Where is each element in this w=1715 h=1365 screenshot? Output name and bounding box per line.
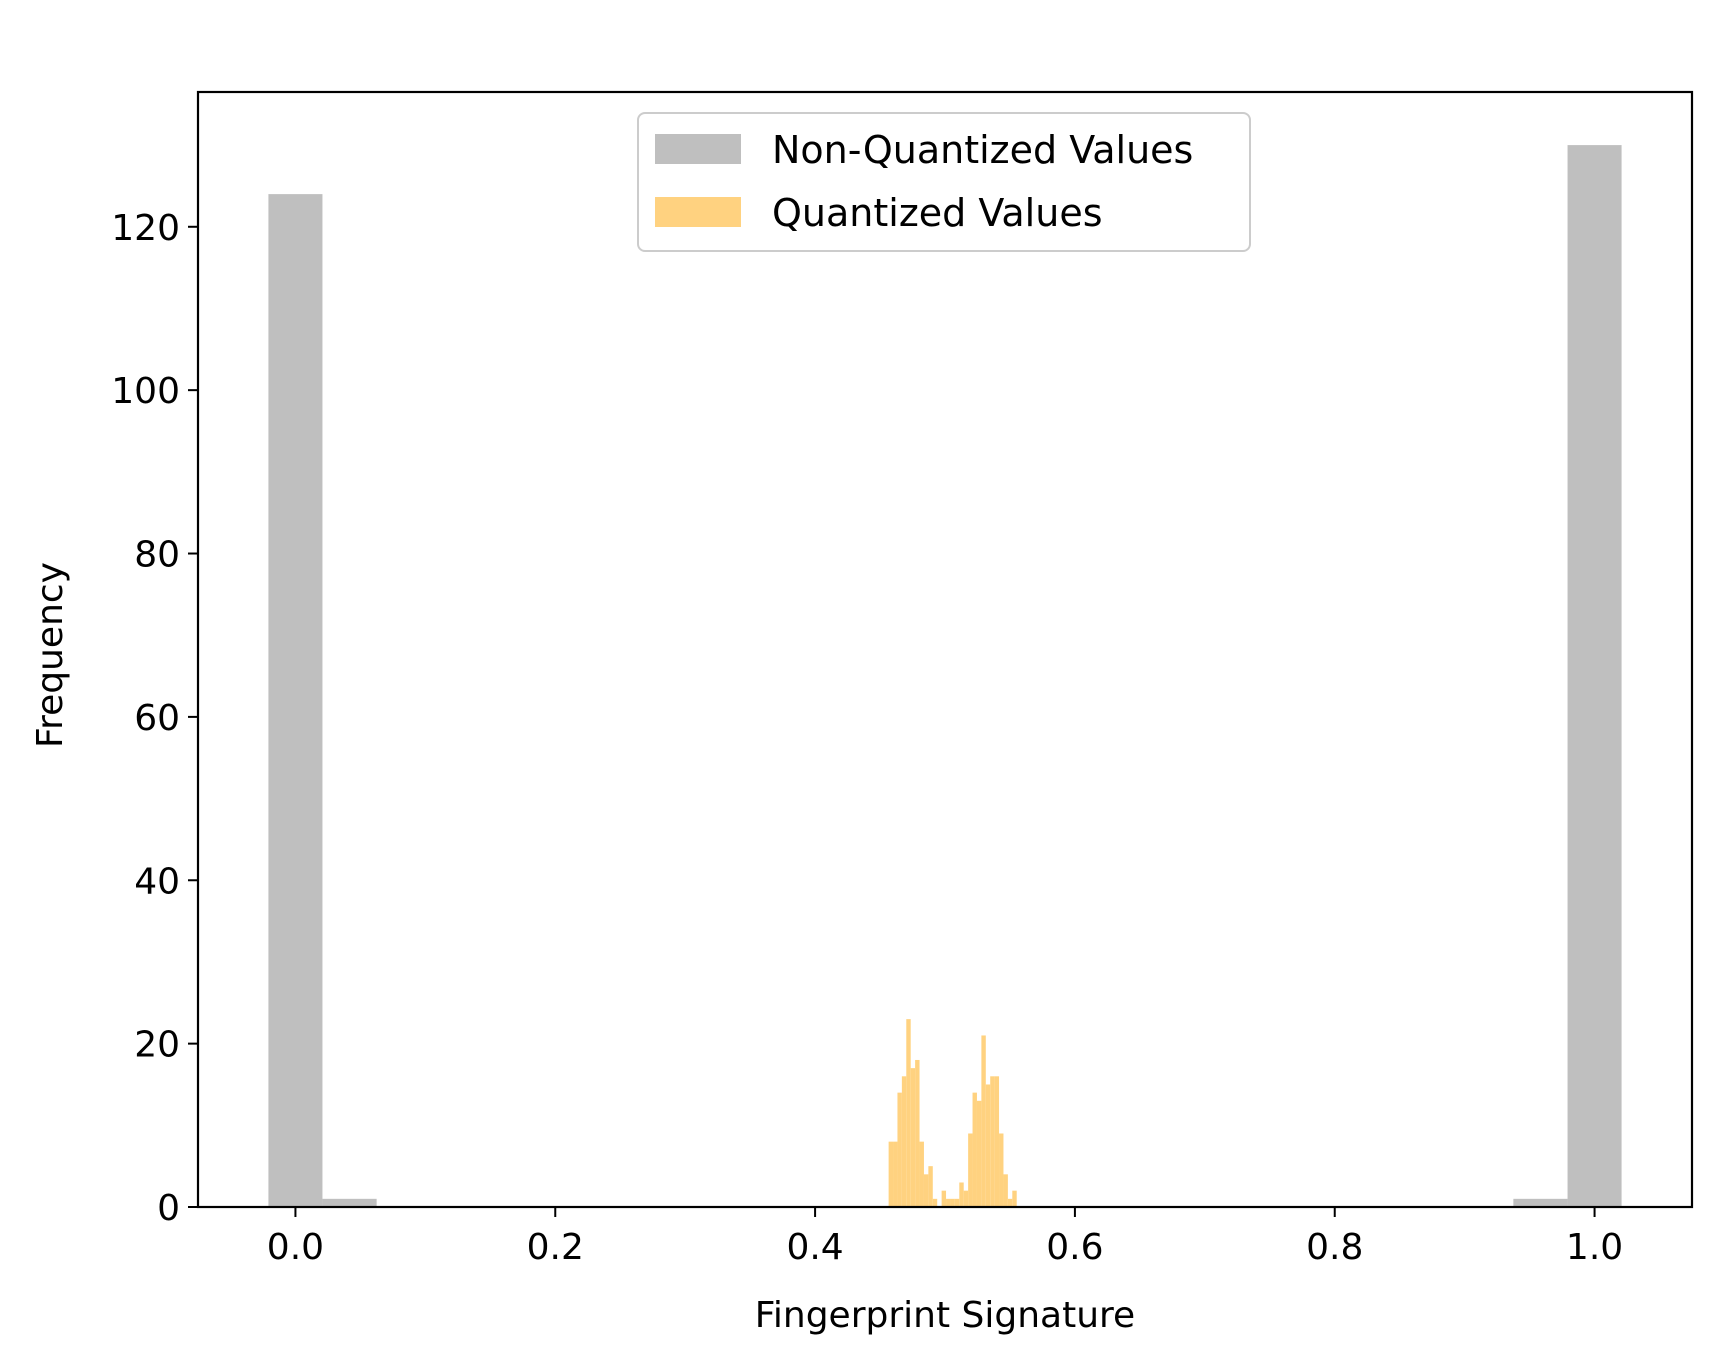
legend-frame (637, 112, 1251, 252)
histogram-bar-quantized (919, 1141, 924, 1207)
y-tick-label: 120 (111, 208, 180, 249)
histogram-bar-quantized (994, 1076, 1000, 1207)
histogram-bar-quantized (972, 1092, 977, 1207)
histogram-bar-quantized (1012, 1190, 1017, 1207)
histogram-bar-quantized (946, 1198, 951, 1207)
histogram-bar-quantized (897, 1092, 902, 1207)
legend-label-quantized: Quantized Values (772, 191, 1103, 235)
histogram-bar-quantized (893, 1141, 898, 1207)
y-axis-label: Frequency (30, 562, 71, 748)
histogram-bar-quantized (928, 1166, 933, 1207)
histogram-bar-quantized (1003, 1174, 1008, 1207)
y-tick-label: 60 (134, 698, 180, 739)
x-tick-label: 0.2 (527, 1227, 584, 1268)
histogram-bar-non-quantized (268, 194, 323, 1208)
y-tick-label: 40 (134, 861, 180, 902)
histogram-bar-non-quantized (1513, 1198, 1568, 1207)
legend-label-non-quantized: Non-Quantized Values (772, 128, 1193, 172)
histogram-bar-quantized (888, 1141, 894, 1207)
histogram-bar-quantized (1007, 1198, 1013, 1207)
ticks-layer: 0.0 0.2 0.4 0.6 0.8 1.0 0 20 40 60 80 100 120 (111, 208, 1623, 1268)
histogram-bar-quantized (959, 1182, 964, 1207)
x-tick-label: 0.8 (1306, 1227, 1363, 1268)
histogram-bar-quantized (968, 1133, 973, 1207)
x-axis-label: Fingerprint Signature (755, 1295, 1135, 1336)
plot-frame (196, 90, 1694, 1209)
x-tick-label: 0.6 (1046, 1227, 1103, 1268)
histogram-bar-quantized (985, 1084, 991, 1207)
legend-swatch-non-quantized (655, 134, 741, 164)
y-tick-label: 100 (111, 371, 180, 412)
y-tick-label: 0 (157, 1188, 180, 1229)
axes-layer (196, 90, 1694, 1209)
histogram-bar-non-quantized (1567, 145, 1622, 1208)
histogram-bar-quantized (910, 1068, 916, 1207)
histogram-bar-quantized (906, 1019, 911, 1207)
histogram-bar-quantized (976, 1100, 982, 1207)
histogram-bar-quantized (954, 1198, 960, 1207)
histogram-bar-quantized (941, 1190, 947, 1207)
histogram-bar-quantized (990, 1076, 995, 1207)
histogram-bar-non-quantized (322, 1198, 377, 1207)
y-tick-label: 80 (134, 535, 180, 576)
histogram-bar-quantized (901, 1076, 907, 1207)
histogram-bar-quantized (915, 1059, 920, 1207)
histogram-bar-quantized (950, 1198, 955, 1207)
bars-layer (268, 145, 1622, 1208)
x-tick-label: 0.4 (786, 1227, 843, 1268)
x-tick-label: 0.0 (267, 1227, 324, 1268)
histogram-bar-quantized (963, 1190, 969, 1207)
histogram-bar-quantized (981, 1035, 986, 1207)
y-tick-label: 20 (134, 1025, 180, 1066)
histogram-bar-quantized (923, 1174, 929, 1207)
histogram-bar-quantized (999, 1133, 1004, 1207)
x-tick-label: 1.0 (1566, 1227, 1623, 1268)
histogram-bar-quantized (932, 1198, 938, 1207)
legend: Non-Quantized Values Quantized Values (637, 112, 1251, 252)
legend-swatch-quantized (655, 197, 741, 227)
